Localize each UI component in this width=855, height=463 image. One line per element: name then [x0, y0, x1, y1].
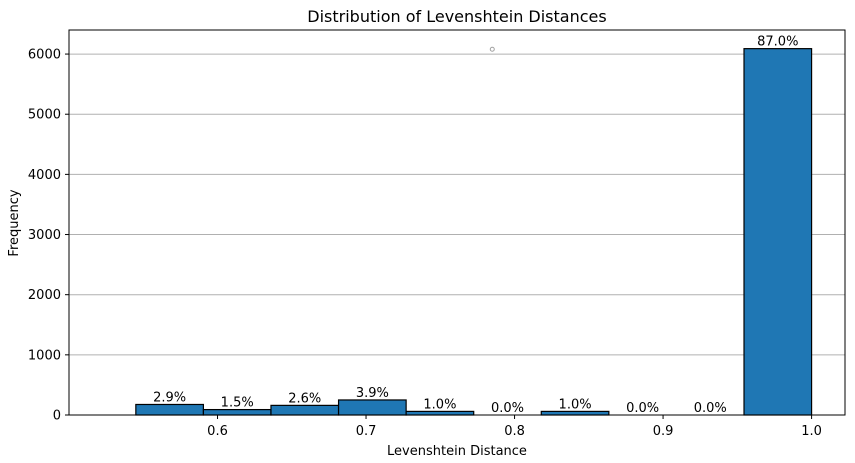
bar-percent-label: 1.0% [559, 397, 592, 412]
y-tick-label: 6000 [28, 48, 61, 63]
histogram-bar [135, 403, 205, 416]
outlier-marker [489, 46, 495, 52]
bar-percent-label: 2.9% [153, 390, 186, 405]
plot-frame [68, 29, 846, 416]
x-tick-label: 1.0 [801, 424, 822, 439]
y-axis-ticks: 0 1000 2000 3000 4000 5000 6000 [28, 48, 69, 424]
y-tick-label: 2000 [28, 288, 61, 303]
x-tick-label: 0.7 [356, 424, 377, 439]
y-tick-label: 4000 [28, 168, 61, 183]
bar-percent-label: 87.0% [757, 35, 798, 50]
histogram-bar [337, 399, 407, 416]
bar-percent-label: 1.0% [423, 397, 456, 412]
outlier-point [489, 46, 495, 52]
y-tick-label: 0 [53, 409, 61, 424]
y-tick-label: 5000 [28, 108, 61, 123]
bars [135, 48, 813, 416]
histogram-bar [743, 48, 813, 416]
y-axis-label: Frequency [7, 189, 22, 256]
x-tick-label: 0.8 [504, 424, 525, 439]
chart-title: Distribution of Levenshtein Distances [307, 7, 606, 26]
x-tick-label: 0.6 [207, 424, 228, 439]
x-axis-label: Levenshtein Distance [387, 444, 527, 459]
bar-percent-label: 2.6% [288, 391, 321, 406]
bar-percent-label: 1.5% [221, 396, 254, 411]
y-gridlines [69, 53, 845, 356]
x-tick-label: 0.9 [653, 424, 674, 439]
y-tick-label: 1000 [28, 348, 61, 363]
bar-percent-label: 0.0% [694, 401, 727, 416]
bar-percent-label: 0.0% [626, 401, 659, 416]
bar-labels: 2.9% 1.5% 2.6% 3.9% 1.0% 0.0% 1.0% 0.0% 0.0% 87.0… [153, 35, 798, 416]
histogram-bar [270, 404, 340, 416]
bar-percent-label: 0.0% [491, 401, 524, 416]
y-tick-label: 3000 [28, 228, 61, 243]
x-axis-ticks: 0.6 0.7 0.8 0.9 1.0 [207, 415, 822, 439]
bar-percent-label: 3.9% [356, 386, 389, 401]
